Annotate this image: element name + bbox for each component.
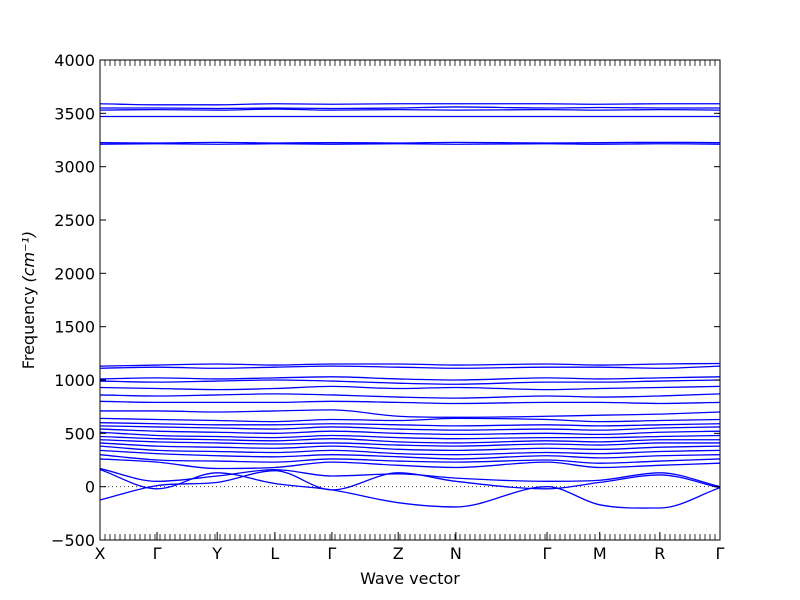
y-tick-label: 3000 [54,158,95,177]
x-tick-label: N [450,544,462,563]
axis-ticks [99,59,721,541]
plot-frame [99,59,721,541]
band-line [100,409,720,418]
y-tick-label: −500 [51,531,95,550]
band-line [100,393,720,399]
band-line [100,365,720,369]
band-line [100,467,720,488]
y-tick-label: 1500 [54,318,95,337]
band-line [100,439,720,447]
y-axis-title-text: Frequency [19,287,38,370]
band-line [100,106,720,110]
band-line [100,468,720,509]
x-tick-label: R [654,544,665,563]
x-tick-label: X [95,544,106,563]
band-line [100,431,720,440]
y-tick-label: 0 [85,478,95,497]
x-tick-label: Γ [543,544,552,563]
band-line [100,400,720,405]
y-axis-title: Frequency (cm⁻¹) [19,231,38,369]
y-tick-label: 2500 [54,211,95,230]
y-tick-labels: −500 0 500 1000 1500 2000 2500 3000 3500 4000 [51,51,95,550]
band-line [100,143,720,145]
x-tick-label: M [593,544,607,563]
x-tick-label: Γ [153,544,162,563]
band-lines [100,103,720,509]
band-line [100,376,720,381]
band-line [100,458,720,470]
band-line [100,417,720,423]
x-tick-label: Γ [716,544,725,563]
y-tick-label: 500 [64,424,95,443]
y-tick-label: 2000 [54,264,95,283]
band-line [100,108,720,111]
plot-background [100,60,720,540]
y-axis-title-unit: (cm⁻¹) [19,231,38,283]
x-axis-title: Wave vector [360,569,460,588]
band-line [100,385,720,391]
band-line [100,470,720,501]
x-tick-label: Γ [327,544,336,563]
x-tick-label: Z [393,544,404,563]
band-line [100,379,720,385]
band-line [100,445,720,456]
band-line [100,103,720,106]
band-line [100,454,720,464]
y-tick-label: 3500 [54,104,95,123]
band-line [100,422,720,427]
band-line [100,442,720,452]
x-tick-label: Y [211,544,222,563]
band-line [100,449,720,460]
band-line [100,435,720,444]
band-line [100,425,720,431]
y-tick-label: 1000 [54,371,95,390]
band-line [100,362,720,367]
x-tick-label: L [270,544,279,563]
y-tick-label: 4000 [54,51,95,70]
band-line [100,428,720,436]
band-line [100,141,720,144]
